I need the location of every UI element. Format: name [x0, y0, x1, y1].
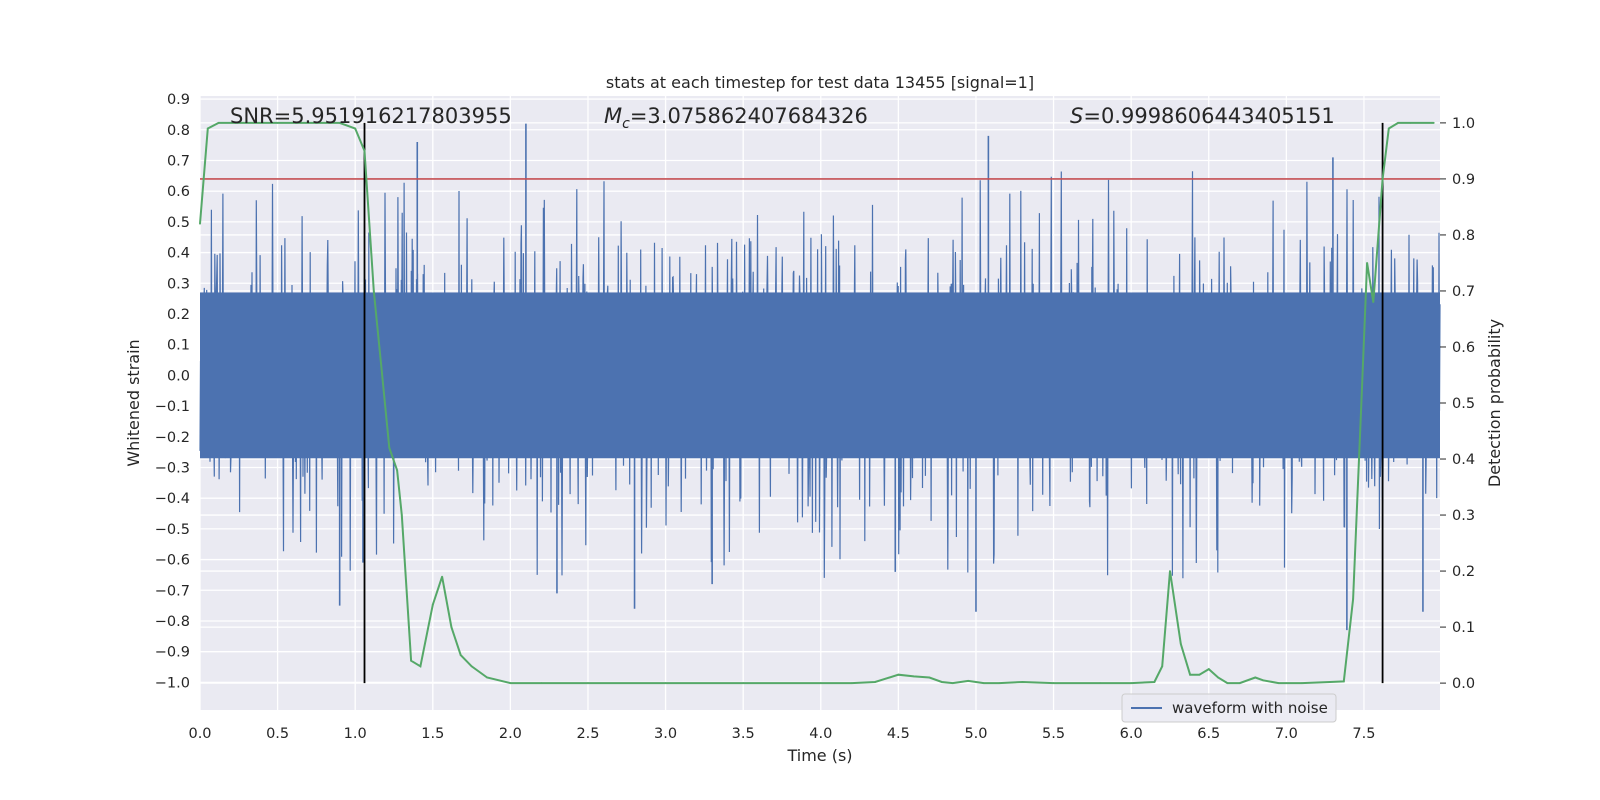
y-tick-label: 0.6 [167, 184, 190, 200]
x-tick-label: 0.5 [266, 726, 289, 742]
chirp-mass-annotation: Mc=3.075862407684326 [604, 104, 868, 132]
x-tick-label: 1.0 [344, 726, 367, 742]
y-tick-label: −0.9 [155, 645, 190, 661]
probability-series-line [199, 121, 1434, 685]
y2-tick-label: 0.4 [1452, 452, 1475, 468]
legend-box [1121, 693, 1337, 723]
x-tick-label: 1.5 [421, 726, 444, 742]
x-axis-ticks: 0.0 0.5 1.0 1.5 2.0 2.5 3.0 3.5 4.0 4.5 5.0 5.5 6.0 6… [188, 726, 1375, 742]
x-tick-label: 2.5 [576, 726, 599, 742]
y-tick-label: 0.9 [167, 92, 190, 108]
y-tick-label: −0.3 [155, 460, 190, 476]
y2-tick-label: 0.1 [1452, 620, 1475, 636]
x-tick-label: 5.0 [964, 726, 987, 742]
x-tick-label: 6.5 [1197, 726, 1220, 742]
y-tick-label: 0.5 [167, 215, 190, 231]
y2-axis-label: Detection probability [1485, 319, 1504, 487]
waveform-dense-band [200, 292, 1440, 459]
y-axis-ticks: 0.9 0.8 0.7 0.6 0.5 0.4 0.3 0.2 0.1 0.0 −0.1 −0.2 −0… [155, 92, 190, 691]
y2-tick-label: 0.6 [1452, 340, 1475, 356]
y2-tick-label: 0.9 [1452, 172, 1475, 188]
y-tick-label: 0.4 [167, 246, 190, 262]
legend: waveform with noise [1121, 693, 1337, 723]
y2-tick-label: 0.3 [1452, 508, 1475, 524]
legend-label: waveform with noise [1172, 699, 1328, 717]
y-tick-label: 0.2 [167, 307, 190, 323]
y-tick-label: 0.1 [167, 338, 190, 354]
x-tick-label: 3.5 [732, 726, 755, 742]
x-tick-label: 7.5 [1352, 726, 1375, 742]
y-tick-label: −1.0 [155, 675, 190, 691]
chirp-mass-symbol: M [604, 104, 622, 128]
chirp-mass-subscript: c [622, 116, 630, 132]
y-axis-label: Whitened strain [124, 339, 143, 466]
x-tick-label: 6.0 [1120, 726, 1143, 742]
y-tick-label: −0.1 [155, 399, 190, 415]
score-symbol: S [1070, 104, 1083, 128]
y-tick-label: −0.5 [155, 522, 190, 538]
y2-tick-label: 1.0 [1452, 116, 1475, 132]
x-tick-label: 2.0 [499, 726, 522, 742]
waveform-series [199, 123, 1441, 631]
x-tick-label: 7.0 [1275, 726, 1298, 742]
score-annotation: S=0.9998606443405151 [1070, 104, 1335, 128]
x-tick-label: 4.0 [809, 726, 832, 742]
score-value: =0.9998606443405151 [1083, 104, 1334, 128]
y-tick-label: −0.7 [155, 583, 190, 599]
y2-axis-ticks: 1.0 0.9 0.8 0.7 0.6 0.5 0.4 0.3 0.2 0.1 0.0 [1440, 116, 1475, 692]
y2-tick-label: 0.7 [1452, 284, 1475, 300]
x-tick-label: 0.0 [188, 726, 211, 742]
y-tick-label: 0.8 [167, 123, 190, 139]
chirp-mass-value: =3.075862407684326 [630, 104, 868, 128]
y-tick-label: −0.6 [155, 553, 190, 569]
x-tick-label: 3.0 [654, 726, 677, 742]
x-tick-label: 5.5 [1042, 726, 1065, 742]
y-tick-label: −0.4 [155, 491, 190, 507]
x-tick-label: 4.5 [887, 726, 910, 742]
x-axis-label: Time (s) [786, 746, 852, 765]
snr-annotation: SNR=5.951916217803955 [230, 104, 512, 128]
y2-tick-label: 0.5 [1452, 396, 1475, 412]
y-tick-label: 0.7 [167, 153, 190, 169]
y2-tick-label: 0.8 [1452, 228, 1475, 244]
y2-tick-label: 0.2 [1452, 564, 1475, 580]
y-tick-label: −0.2 [155, 430, 190, 446]
chart-title: stats at each timestep for test data 134… [606, 73, 1034, 92]
y-tick-label: 0.0 [167, 368, 190, 384]
y2-tick-label: 0.0 [1452, 676, 1475, 692]
y-tick-label: −0.8 [155, 614, 190, 630]
y-tick-label: 0.3 [167, 276, 190, 292]
